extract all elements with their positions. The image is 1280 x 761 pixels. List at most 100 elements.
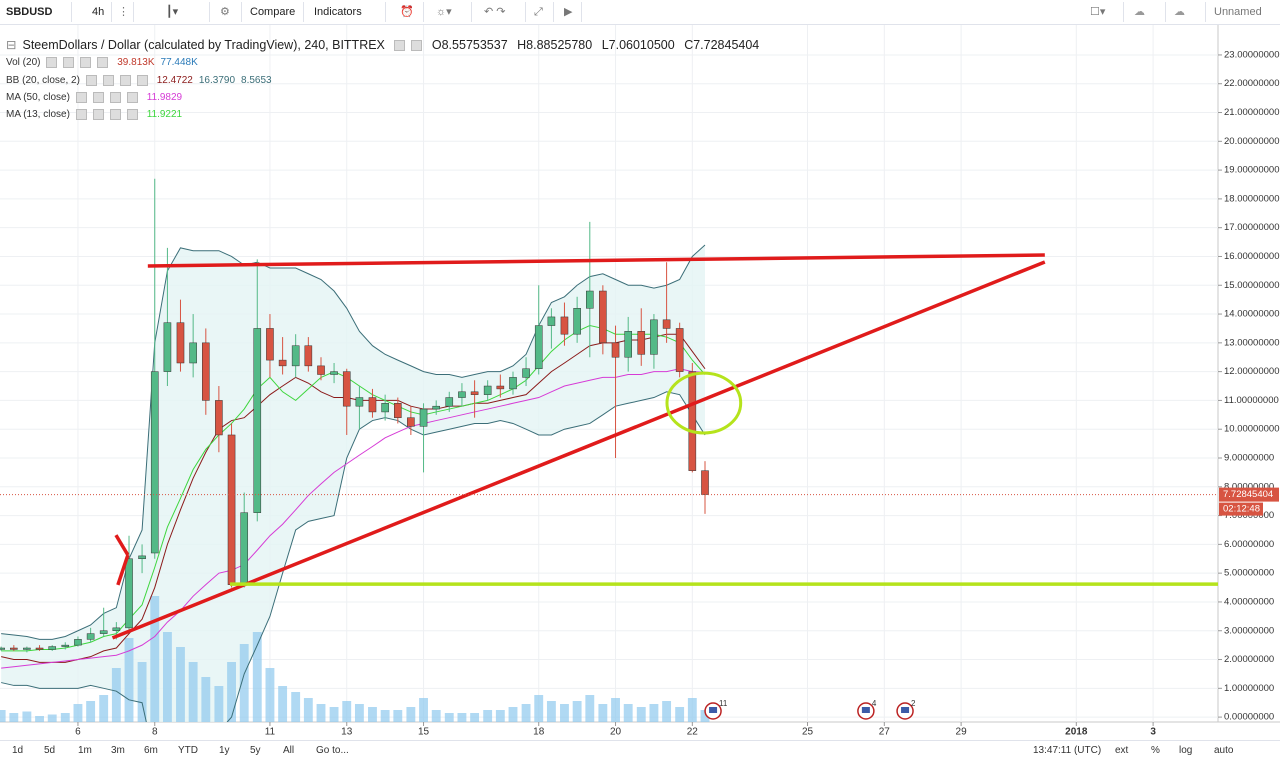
symbol-input[interactable]: SBDUSD bbox=[0, 2, 72, 22]
volume-bar bbox=[636, 707, 646, 722]
volume-bar bbox=[662, 701, 672, 722]
trend-line bbox=[111, 260, 1046, 640]
volume-bar bbox=[406, 707, 416, 722]
volume-bar bbox=[47, 714, 57, 722]
volume-bar bbox=[35, 716, 44, 722]
candle-body bbox=[534, 325, 543, 369]
candle-body bbox=[278, 359, 287, 367]
candle-body bbox=[637, 331, 646, 355]
range-button[interactable]: 6m bbox=[144, 745, 158, 756]
candle-body bbox=[483, 385, 492, 395]
volume-bar bbox=[99, 695, 109, 722]
replay[interactable]: ▶ bbox=[558, 2, 582, 22]
bb-upper bbox=[1, 244, 706, 640]
volume-bar bbox=[431, 710, 441, 722]
candle-body bbox=[176, 322, 185, 364]
goto-button[interactable]: Go to... bbox=[316, 745, 349, 756]
candle-body bbox=[342, 371, 351, 407]
layout-name[interactable]: Unnamed bbox=[1214, 6, 1262, 18]
range-button[interactable]: 5d bbox=[44, 745, 56, 756]
range-button[interactable]: All bbox=[283, 745, 295, 756]
ideas[interactable]: ☼▾ bbox=[430, 2, 472, 22]
range-button[interactable]: 1m bbox=[78, 745, 92, 756]
price-axis bbox=[1218, 25, 1280, 740]
y-tick-label: 15.00000000 bbox=[1224, 280, 1279, 291]
bottom-bar: 1d 5d 1m 3m 6m YTD 1y 5y All Go to... 13… bbox=[0, 740, 1280, 761]
candle-body bbox=[419, 408, 428, 427]
volume-bar bbox=[188, 662, 198, 722]
y-tick-label: 20.00000000 bbox=[1224, 136, 1279, 147]
volume-bar bbox=[176, 647, 185, 722]
candle-body bbox=[509, 377, 517, 390]
volume-bar bbox=[623, 704, 633, 722]
option-button[interactable]: log bbox=[1179, 745, 1193, 756]
candle-body bbox=[394, 403, 402, 418]
y-tick-label: 13.00000000 bbox=[1224, 337, 1279, 348]
compare[interactable]: Compare bbox=[244, 2, 304, 22]
y-tick-label: 3.00000000 bbox=[1224, 625, 1274, 636]
fullscreen[interactable]: ⤢ bbox=[528, 2, 554, 22]
x-tick-label: 18 bbox=[533, 727, 545, 738]
volume-bar bbox=[572, 701, 582, 722]
alert[interactable]: ⏰ bbox=[394, 2, 424, 22]
volume-bar bbox=[393, 710, 403, 722]
ohlc-value: 8.88525780 bbox=[526, 38, 593, 52]
interval[interactable]: 4h bbox=[86, 2, 112, 22]
volume-bar bbox=[9, 713, 19, 722]
event-flag bbox=[901, 707, 910, 713]
candle-body bbox=[10, 647, 18, 650]
ohlc-label: L bbox=[601, 38, 609, 52]
x-tick-label: 13 bbox=[341, 727, 353, 738]
x-tick-label: 2018 bbox=[1065, 727, 1088, 738]
option-button[interactable]: auto bbox=[1214, 745, 1234, 756]
volume-bar bbox=[444, 713, 454, 722]
candle-body bbox=[163, 322, 172, 372]
range-button[interactable]: 1d bbox=[12, 745, 24, 756]
chart-style[interactable]: ┃▾ bbox=[160, 2, 210, 22]
candle-body bbox=[138, 555, 146, 560]
volume-bar bbox=[316, 704, 326, 722]
range-button[interactable]: 3m bbox=[111, 745, 125, 756]
y-tick-label: 14.00000000 bbox=[1224, 309, 1279, 320]
volume-bar bbox=[73, 704, 83, 722]
volume-bar bbox=[585, 695, 595, 722]
layout-select[interactable]: ☐▾ bbox=[1084, 2, 1124, 22]
x-tick-label: 11 bbox=[265, 727, 276, 738]
x-tick-label: 29 bbox=[956, 727, 968, 738]
undo-redo[interactable]: ↶ ↷ bbox=[478, 2, 526, 22]
load[interactable]: ☁ bbox=[1128, 2, 1166, 22]
volume-bar bbox=[675, 707, 685, 722]
option-button[interactable]: % bbox=[1151, 745, 1160, 756]
bb-fill bbox=[1, 244, 705, 722]
volume-bar bbox=[457, 713, 467, 722]
range-button[interactable]: YTD bbox=[178, 745, 198, 756]
event-count: 2 bbox=[911, 699, 916, 708]
volume-bar bbox=[60, 713, 70, 722]
range-button[interactable]: 1y bbox=[219, 745, 230, 756]
trend-line bbox=[114, 534, 130, 556]
ohlc-value: 7.72845404 bbox=[693, 38, 760, 52]
candle-body bbox=[23, 647, 31, 650]
volume-bar bbox=[124, 638, 134, 722]
save[interactable]: ☁ bbox=[1168, 2, 1206, 22]
candle-body bbox=[522, 368, 530, 378]
candle-body bbox=[125, 558, 133, 629]
y-tick-label: 18.00000000 bbox=[1224, 193, 1279, 204]
legend-study: MA (13, close) 11.9221 bbox=[6, 109, 188, 120]
candle-body bbox=[586, 290, 594, 309]
candle-body bbox=[381, 403, 389, 413]
legend-study: Vol (20) 39.813K 77.448K bbox=[6, 57, 204, 68]
interval-menu[interactable]: ⋮ bbox=[112, 2, 134, 22]
range-button[interactable]: 5y bbox=[250, 745, 261, 756]
volume-bar bbox=[495, 710, 505, 722]
candle-body bbox=[701, 470, 709, 495]
legend-study: MA (50, close) 11.9829 bbox=[6, 92, 188, 103]
indicators[interactable]: Indicators bbox=[308, 2, 386, 22]
candle-body bbox=[573, 308, 581, 335]
y-tick-label: 2.00000000 bbox=[1224, 654, 1274, 665]
volume-bar bbox=[546, 701, 556, 722]
settings[interactable]: ⚙ bbox=[214, 2, 242, 22]
candle-body bbox=[48, 646, 57, 650]
option-button[interactable]: ext bbox=[1115, 745, 1129, 756]
x-tick-label: 8 bbox=[152, 727, 158, 738]
